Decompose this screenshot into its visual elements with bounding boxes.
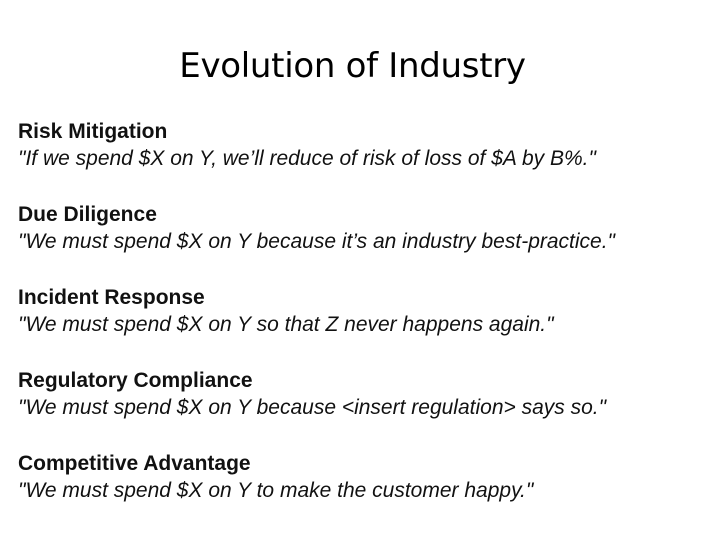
list-item-regulatory-compliance: Regulatory Compliance "We must spend $X … (18, 367, 698, 450)
item-quote: "We must spend $X on Y to make the custo… (18, 479, 534, 502)
item-heading: Incident Response (18, 286, 205, 309)
item-quote: "We must spend $X on Y because <insert r… (18, 396, 607, 419)
slide-title: Evolution of Industry (179, 46, 526, 86)
list-item-competitive-advantage: Competitive Advantage "We must spend $X … (18, 450, 698, 533)
item-heading: Risk Mitigation (18, 120, 168, 143)
item-list: Risk Mitigation "If we spend $X on Y, we… (18, 118, 698, 533)
list-item-due-diligence: Due Diligence "We must spend $X on Y bec… (18, 201, 698, 284)
item-quote: "We must spend $X on Y because it’s an i… (18, 230, 616, 253)
list-item-risk-mitigation: Risk Mitigation "If we spend $X on Y, we… (18, 118, 698, 201)
item-heading: Competitive Advantage (18, 452, 251, 475)
item-heading: Regulatory Compliance (18, 369, 253, 392)
item-quote: "We must spend $X on Y so that Z never h… (18, 313, 554, 336)
item-heading: Due Diligence (18, 203, 157, 226)
list-item-incident-response: Incident Response "We must spend $X on Y… (18, 284, 698, 367)
item-quote: "If we spend $X on Y, we’ll reduce of ri… (18, 147, 596, 170)
